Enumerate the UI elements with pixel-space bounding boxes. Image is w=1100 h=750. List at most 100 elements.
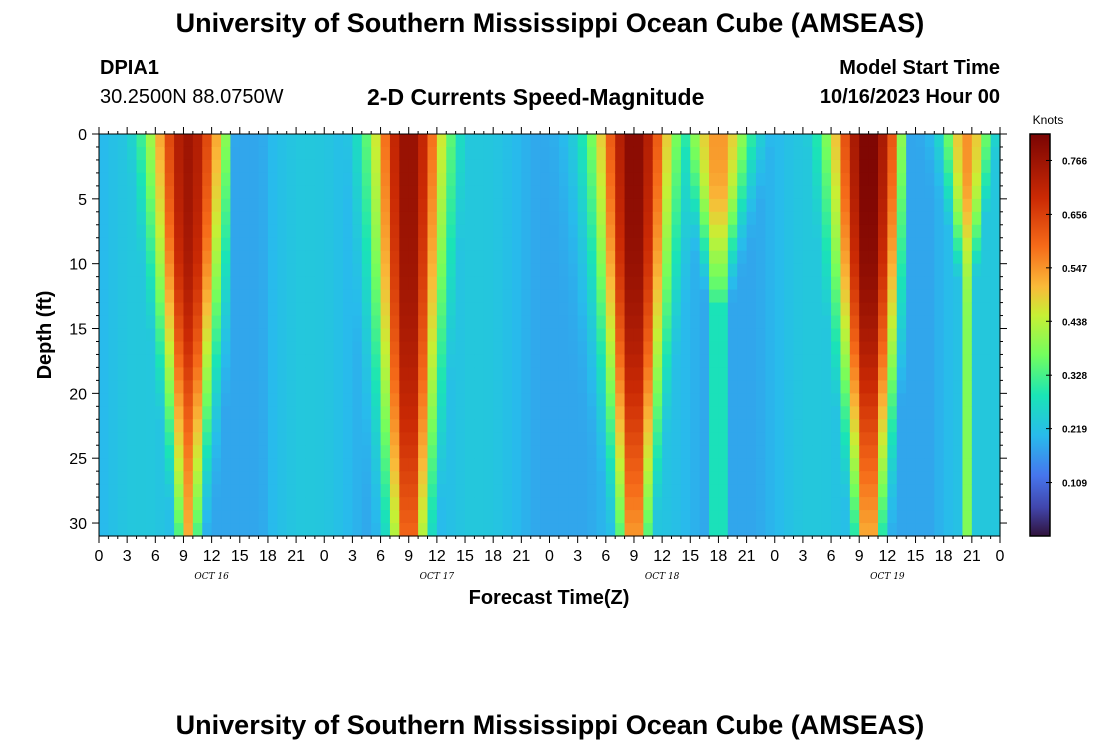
heatmap-cell — [99, 497, 109, 511]
heatmap-cell — [117, 159, 128, 174]
heatmap-cell — [155, 134, 166, 148]
heatmap-cell — [108, 134, 119, 148]
heatmap-cell — [183, 341, 194, 356]
heatmap-cell — [408, 328, 419, 343]
heatmap-cell — [511, 341, 522, 356]
heatmap-cell — [727, 263, 738, 278]
heatmap-cell — [699, 250, 710, 265]
heatmap-cell — [502, 237, 513, 252]
heatmap-cell — [108, 172, 119, 187]
heatmap-cell — [221, 289, 231, 304]
heatmap-cell — [174, 458, 185, 472]
heatmap-cell — [981, 159, 992, 174]
heatmap-cell — [990, 445, 1001, 459]
heatmap-cell — [840, 380, 851, 394]
heatmap-cell — [934, 185, 945, 200]
heatmap-cell — [981, 263, 992, 278]
heatmap-cell — [502, 445, 513, 459]
heatmap-cell — [436, 341, 447, 356]
heatmap-cell — [906, 159, 917, 174]
heatmap-cell — [127, 523, 138, 537]
heatmap-cell — [427, 198, 438, 213]
heatmap-cell — [990, 263, 1001, 278]
heatmap-cell — [502, 341, 513, 356]
heatmap-cell — [296, 328, 307, 343]
heatmap-cell — [221, 198, 231, 213]
heatmap-cell — [953, 224, 964, 239]
heatmap-cell — [831, 315, 842, 330]
heatmap-cell — [239, 523, 250, 537]
heatmap-cell — [549, 146, 560, 161]
heatmap-cell — [662, 159, 673, 174]
heatmap-cell — [840, 367, 851, 381]
heatmap-cell — [136, 354, 147, 369]
heatmap-cell — [239, 146, 250, 161]
heatmap-cell — [934, 445, 945, 459]
heatmap-cell — [990, 419, 1001, 433]
heatmap-cell — [699, 432, 710, 446]
heatmap-cell — [699, 263, 710, 278]
heatmap-cell — [258, 198, 269, 213]
heatmap-cell — [305, 211, 316, 226]
heatmap-cell — [465, 380, 476, 394]
heatmap-cell — [99, 471, 109, 485]
heatmap-cell — [314, 328, 325, 343]
heatmap-cell — [145, 432, 156, 446]
heatmap-cell — [690, 380, 701, 394]
heatmap-cell — [915, 484, 926, 498]
heatmap-cell — [99, 146, 109, 161]
heatmap-cell — [371, 302, 382, 317]
heatmap-cell — [511, 432, 522, 446]
heatmap-cell — [305, 276, 316, 291]
heatmap-cell — [943, 341, 954, 356]
heatmap-cell — [624, 445, 635, 459]
heatmap-cell — [361, 237, 372, 252]
heatmap-cell — [587, 159, 598, 174]
heatmap-cell — [877, 497, 888, 511]
heatmap-cell — [249, 237, 260, 252]
heatmap-cell — [633, 380, 644, 394]
heatmap-cell — [493, 458, 504, 472]
heatmap-cell — [709, 471, 720, 485]
heatmap-cell — [953, 211, 964, 226]
heatmap-cell — [793, 224, 804, 239]
heatmap-cell — [802, 185, 813, 200]
heatmap-cell — [99, 484, 109, 498]
heatmap-cell — [924, 198, 935, 213]
heatmap-cell — [258, 237, 269, 252]
heatmap-cell — [427, 302, 438, 317]
heatmap-cell — [314, 250, 325, 265]
heatmap-cell — [521, 224, 532, 239]
heatmap-cell — [868, 198, 879, 213]
heatmap-cell — [737, 484, 748, 498]
heatmap-cell — [446, 237, 457, 252]
heatmap-cell — [389, 289, 400, 304]
heatmap-cell — [727, 471, 738, 485]
heatmap-cell — [934, 146, 945, 161]
heatmap-cell — [906, 432, 917, 446]
heatmap-cell — [840, 211, 851, 226]
date-label: OCT 16 — [194, 572, 229, 582]
heatmap-cell — [821, 523, 832, 537]
heatmap-cell — [352, 445, 363, 459]
heatmap-cell — [896, 510, 907, 524]
heatmap-cell — [549, 250, 560, 265]
heatmap-cell — [549, 185, 560, 200]
heatmap-cell — [981, 211, 992, 226]
heatmap-cell — [286, 237, 297, 252]
heatmap-cell — [418, 302, 429, 317]
heatmap-cell — [587, 341, 598, 356]
heatmap-cell — [755, 159, 766, 174]
heatmap-cell — [624, 380, 635, 394]
heatmap-cell — [962, 497, 973, 511]
x-tick-label: 9 — [179, 548, 188, 565]
heatmap-cell — [455, 315, 466, 330]
heatmap-cell — [727, 134, 738, 148]
heatmap-cell — [465, 471, 476, 485]
heatmap-cell — [802, 380, 813, 394]
heatmap-cell — [924, 302, 935, 317]
heatmap-cell — [493, 445, 504, 459]
heatmap-cell — [755, 276, 766, 291]
heatmap-cell — [99, 185, 109, 200]
heatmap-cell — [690, 393, 701, 407]
